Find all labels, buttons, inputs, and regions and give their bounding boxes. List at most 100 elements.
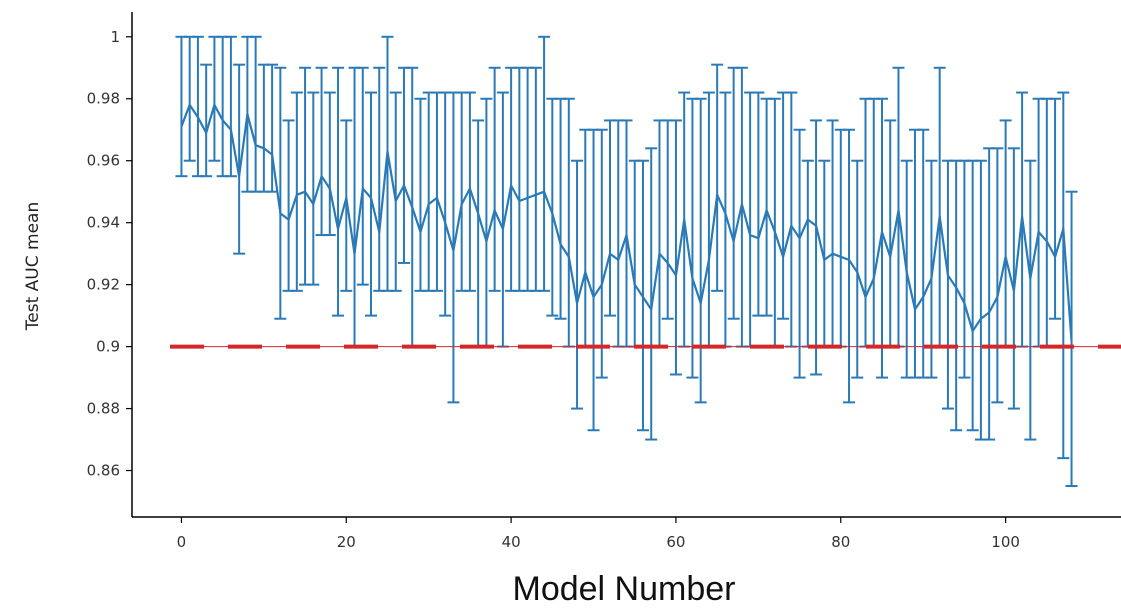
error-bar	[200, 63, 213, 178]
error-bar	[521, 66, 534, 292]
error-bar	[249, 35, 262, 193]
error-bar	[381, 35, 394, 292]
y-tick-label: 0.9	[96, 338, 120, 356]
error-bar	[348, 66, 361, 348]
x-axis-title: Model Number	[513, 570, 736, 608]
error-bar	[661, 119, 674, 320]
error-bar	[505, 66, 518, 292]
error-bar	[925, 159, 938, 379]
error-bar	[274, 66, 287, 320]
y-tick-label: 0.92	[87, 276, 120, 294]
error-bar	[389, 91, 402, 292]
error-bar	[183, 35, 196, 162]
error-bar	[843, 128, 856, 404]
error-bar	[727, 66, 740, 320]
error-bar	[216, 35, 229, 178]
y-axis-title: Test AUC mean	[23, 202, 43, 331]
error-bar	[373, 66, 386, 292]
error-bar	[777, 91, 790, 320]
x-tick-label: 0	[177, 533, 187, 551]
error-bar	[538, 35, 551, 292]
series-line-group	[180, 103, 1073, 341]
error-bar	[1007, 147, 1020, 410]
y-tick-label: 0.96	[87, 152, 120, 170]
error-bar	[513, 66, 526, 292]
error-bar	[908, 128, 921, 379]
error-bar	[645, 147, 658, 441]
error-bar	[991, 147, 1004, 404]
x-tick-label: 60	[666, 533, 685, 551]
error-bar	[175, 35, 188, 178]
error-bar	[529, 66, 542, 292]
x-tick-label: 20	[337, 533, 356, 551]
error-bar	[612, 119, 625, 348]
error-bar	[818, 159, 831, 348]
error-bar	[867, 97, 880, 348]
error-bar	[1057, 91, 1070, 460]
error-bar	[397, 66, 410, 264]
error-bar	[439, 91, 452, 317]
error-bar	[233, 63, 246, 255]
y-tick-label: 0.86	[87, 462, 120, 480]
x-tick-label: 100	[991, 533, 1020, 551]
error-bar	[859, 97, 872, 348]
error-bar	[266, 63, 279, 193]
error-bar	[686, 97, 699, 379]
error-bar	[669, 119, 682, 376]
error-bar	[760, 97, 773, 317]
error-bar	[941, 159, 954, 410]
y-tick-label: 0.98	[87, 90, 120, 108]
error-bar	[958, 159, 971, 379]
error-bar	[826, 119, 839, 348]
y-tick-label: 0.94	[87, 214, 120, 232]
error-bar	[307, 91, 320, 286]
error-bar	[579, 128, 592, 348]
error-bar	[801, 159, 814, 348]
ticks: 0.86 0.88 0.9 0.92 0.94 0.96 0.98 1 0 20 40 60 80 100	[87, 28, 1020, 551]
x-tick-label: 80	[831, 533, 850, 551]
error-bar	[455, 91, 468, 292]
y-tick-label: 0.88	[87, 400, 120, 418]
error-bar	[917, 128, 930, 379]
error-bar	[604, 119, 617, 317]
error-bar	[488, 66, 501, 292]
error-bar	[1049, 97, 1062, 320]
axes	[131, 12, 1121, 518]
error-bars	[175, 35, 1078, 488]
error-bar	[365, 91, 378, 317]
error-bar	[208, 35, 221, 162]
error-bar	[974, 159, 987, 441]
error-bar	[546, 97, 559, 317]
error-bar	[554, 97, 567, 320]
error-bar	[571, 159, 584, 410]
error-bar	[620, 119, 633, 348]
error-bar	[653, 119, 666, 348]
error-bar	[966, 159, 979, 432]
error-bar	[332, 66, 345, 317]
error-bar	[752, 91, 765, 317]
error-bar	[933, 66, 946, 348]
error-bar	[595, 128, 608, 379]
error-bar	[892, 66, 905, 348]
error-bar	[290, 91, 303, 292]
error-bar	[340, 119, 353, 292]
mean-line	[180, 103, 1073, 341]
x-tick-label: 40	[502, 533, 521, 551]
error-bar	[562, 97, 575, 348]
error-bar	[1024, 159, 1037, 441]
error-bar	[999, 119, 1012, 348]
error-bar	[983, 147, 996, 441]
error-bar	[834, 128, 847, 348]
error-bar	[191, 35, 204, 178]
error-bar	[793, 128, 806, 379]
error-bar	[1040, 97, 1053, 348]
error-bar	[323, 91, 336, 237]
error-bar	[299, 66, 312, 286]
error-bar	[257, 63, 270, 193]
error-bar	[472, 119, 485, 348]
error-bar	[587, 128, 600, 432]
error-bar	[430, 91, 443, 292]
error-bar	[851, 159, 864, 379]
error-bar	[719, 91, 732, 348]
